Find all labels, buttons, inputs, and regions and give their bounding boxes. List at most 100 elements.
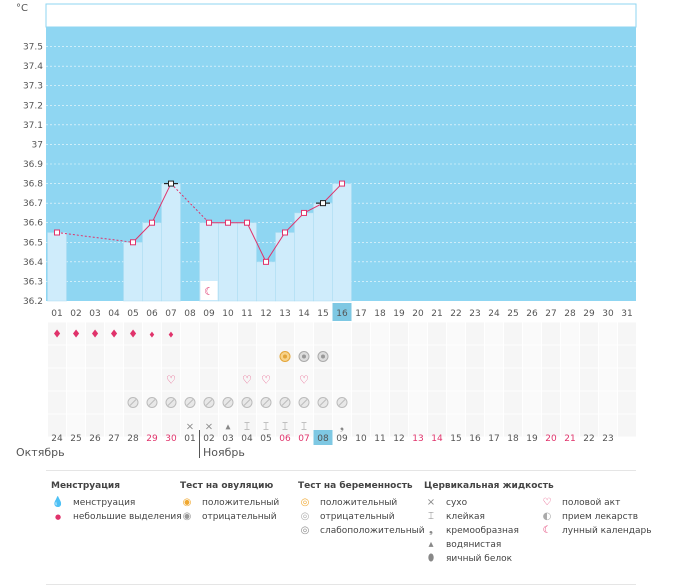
table-cell	[541, 344, 561, 369]
table-cell	[237, 321, 257, 346]
table-cell	[370, 367, 390, 392]
table-cell	[617, 367, 637, 392]
y-tick-label: 37.5	[23, 43, 43, 53]
calendar-date-label: 02	[203, 434, 214, 444]
table-cell	[85, 367, 105, 392]
calendar-date-label: 27	[108, 434, 119, 444]
y-unit-label: °C	[16, 3, 28, 14]
temperature-bar	[313, 202, 333, 302]
table-cell	[104, 390, 124, 415]
legend-item: положительный	[320, 498, 398, 508]
temperature-bar	[237, 222, 257, 302]
table-cell	[142, 344, 162, 369]
y-tick-label: 37.2	[23, 101, 43, 111]
calendar-date-label: 14	[431, 434, 443, 444]
cycle-day-label: 19	[393, 309, 405, 319]
table-cell	[503, 367, 523, 392]
temperature-bar	[332, 183, 352, 302]
table-cell	[541, 367, 561, 392]
table-cell	[598, 367, 618, 392]
watery-icon: ▴	[428, 539, 434, 550]
heart-icon: ♡	[261, 374, 271, 387]
calendar-date-label: 21	[564, 434, 575, 444]
table-cell	[503, 344, 523, 369]
cycle-day-label: 22	[450, 309, 461, 319]
table-cell	[617, 321, 637, 346]
calendar-date-label: 10	[355, 434, 367, 444]
month-divider	[199, 430, 200, 458]
heart-icon: ♡	[166, 374, 176, 387]
pill-icon: ◐	[542, 511, 552, 522]
sticky-icon: ⌶	[244, 422, 250, 433]
table-cell	[408, 390, 428, 415]
temperature-bar	[218, 222, 238, 302]
table-cell	[484, 344, 504, 369]
legend-pregnancy: Тест на беременность ◎ положительный ◎ отр…	[298, 481, 425, 538]
creamy-icon: ❟	[340, 422, 344, 433]
pill-icon-line	[338, 399, 346, 406]
calendar-date-label: 23	[602, 434, 613, 444]
pill-icon-line	[167, 399, 175, 406]
temperature-bar	[294, 212, 314, 302]
temperature-point	[244, 219, 250, 226]
table-cell	[427, 367, 447, 392]
cycle-day-label: 26	[526, 309, 538, 319]
pill-icon-line	[262, 399, 270, 406]
temperature-bar	[161, 183, 181, 302]
table-cell	[275, 367, 295, 392]
cycle-day-label: 01	[51, 309, 62, 319]
table-cell	[104, 344, 124, 369]
cycle-day-label: 09	[203, 309, 215, 319]
temperature-bar	[142, 222, 162, 302]
cycle-day-label: 23	[469, 309, 480, 319]
test-icon-center	[283, 354, 287, 359]
temperature-chart: °C ☾ 37.5 37.4 37.3 37.2 37.1 37 36.9 36.8 36.7 3…	[16, 3, 637, 445]
table-cell	[351, 344, 371, 369]
heart-icon: ♡	[542, 497, 552, 508]
cycle-day-label: 31	[621, 309, 632, 319]
table-cell	[465, 321, 485, 346]
calendar-date-label: 12	[393, 434, 404, 444]
pregnancy-positive-icon: ◎	[300, 497, 310, 508]
creamy-icon: ❟	[429, 525, 433, 536]
table-cell	[560, 390, 580, 415]
dry-icon: ×	[186, 422, 194, 433]
table-cell	[180, 344, 200, 369]
calendar-date-label: 01	[184, 434, 195, 444]
table-cell	[617, 413, 637, 438]
table-cell	[351, 321, 371, 346]
temperature-line-segment	[132, 222, 153, 243]
cycle-day-label: 15	[317, 309, 328, 319]
calendar-date-label: 08	[317, 434, 329, 444]
table-cell	[275, 321, 295, 346]
legend-item: лунный календарь	[562, 526, 652, 536]
table-cell	[408, 321, 428, 346]
table-cell	[617, 390, 637, 415]
legend-item: яичный белок	[446, 554, 513, 564]
sticky-icon: ⌶	[282, 422, 288, 433]
table-cell	[465, 390, 485, 415]
drop-icon: ♦	[90, 328, 100, 341]
dry-icon: ×	[426, 497, 436, 508]
current-day-highlight	[332, 303, 352, 321]
calendar-date-label: 20	[545, 434, 557, 444]
table-cell	[541, 390, 561, 415]
table-cell	[180, 321, 200, 346]
cycle-day-label: 28	[564, 309, 576, 319]
pill-icon-line	[281, 399, 289, 406]
table-cell	[351, 390, 371, 415]
table-cell	[47, 390, 67, 415]
calendar-date-label: 29	[146, 434, 158, 444]
table-cell	[256, 321, 276, 346]
table-cell	[446, 321, 466, 346]
calendar-date-label: 03	[222, 434, 233, 444]
calendar-date-label: 13	[412, 434, 423, 444]
drop-icon: 💧	[51, 497, 65, 508]
table-cell	[85, 344, 105, 369]
drop-icon: ♦	[109, 328, 119, 341]
cycle-day-label: 11	[241, 309, 252, 319]
cycle-day-label: 06	[146, 309, 158, 319]
pill-icon-line	[243, 399, 251, 406]
temperature-point	[320, 200, 326, 207]
legend-item: менструация	[73, 498, 136, 508]
